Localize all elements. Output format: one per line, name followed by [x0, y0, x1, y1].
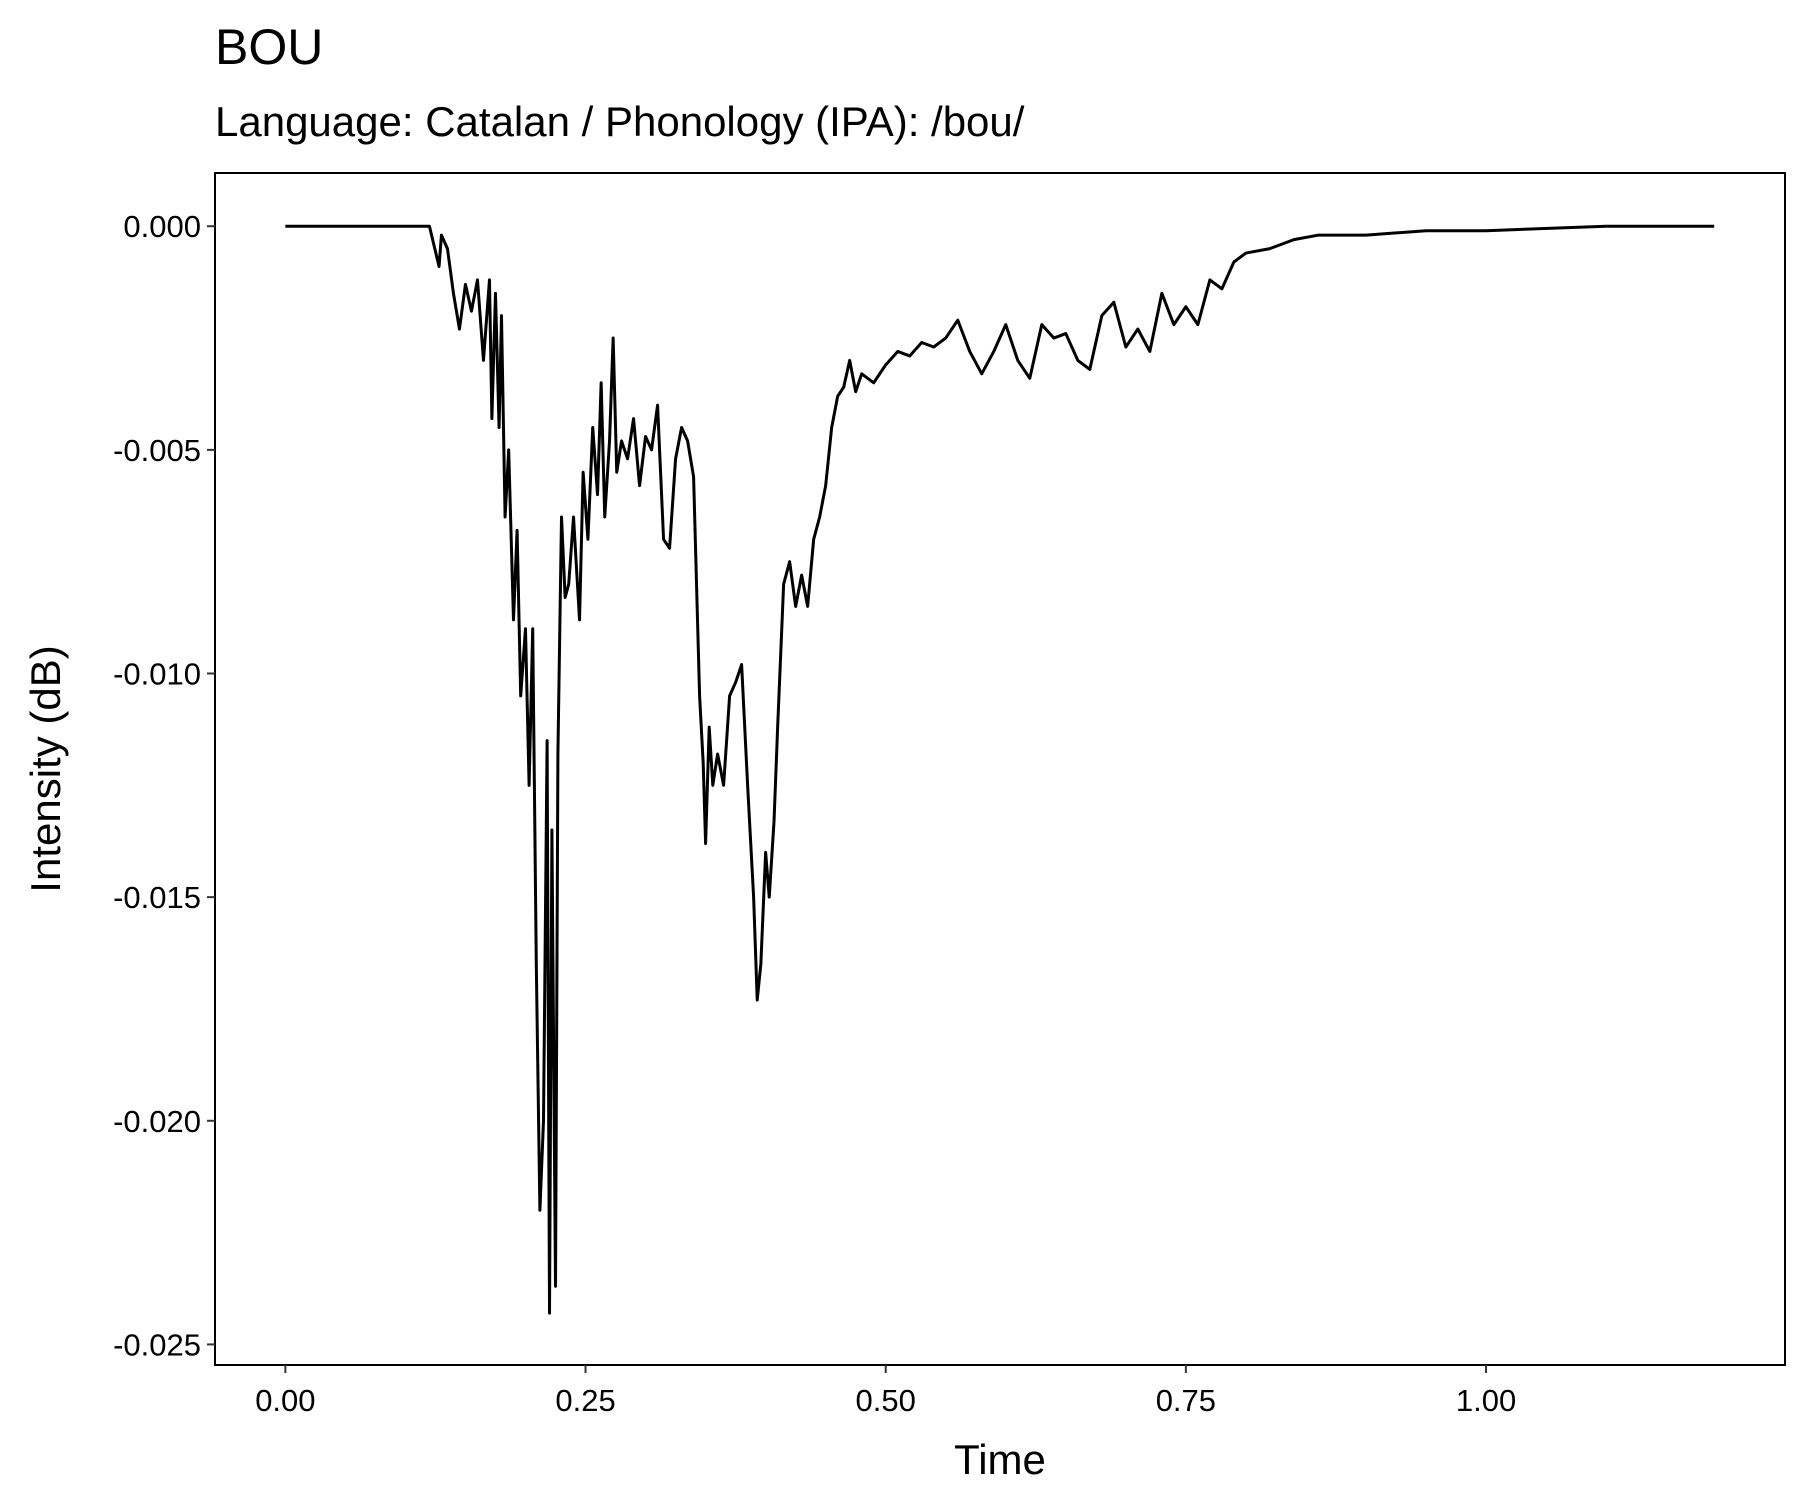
y-tick-label: -0.020 — [113, 1104, 201, 1139]
x-tick-label: 1.00 — [1456, 1383, 1516, 1418]
x-tick-label: 0.25 — [555, 1383, 615, 1418]
y-tick-label: -0.005 — [113, 433, 201, 468]
chart-title: BOU — [215, 19, 323, 75]
y-tick-label: 0.000 — [123, 209, 201, 244]
y-axis-title: Intensity (dB) — [22, 645, 69, 892]
x-tick-label: 0.50 — [856, 1383, 916, 1418]
x-tick-label: 0.00 — [255, 1383, 315, 1418]
x-axis-title: Time — [954, 1436, 1046, 1483]
y-tick-label: -0.010 — [113, 657, 201, 692]
x-tick-label: 0.75 — [1156, 1383, 1216, 1418]
y-tick-label: -0.025 — [113, 1327, 201, 1362]
intensity-line — [285, 224, 1715, 1315]
plot-frame — [214, 172, 1786, 1366]
y-tick-label: -0.015 — [113, 880, 201, 915]
chart-subtitle: Language: Catalan / Phonology (IPA): /bo… — [215, 98, 1025, 145]
